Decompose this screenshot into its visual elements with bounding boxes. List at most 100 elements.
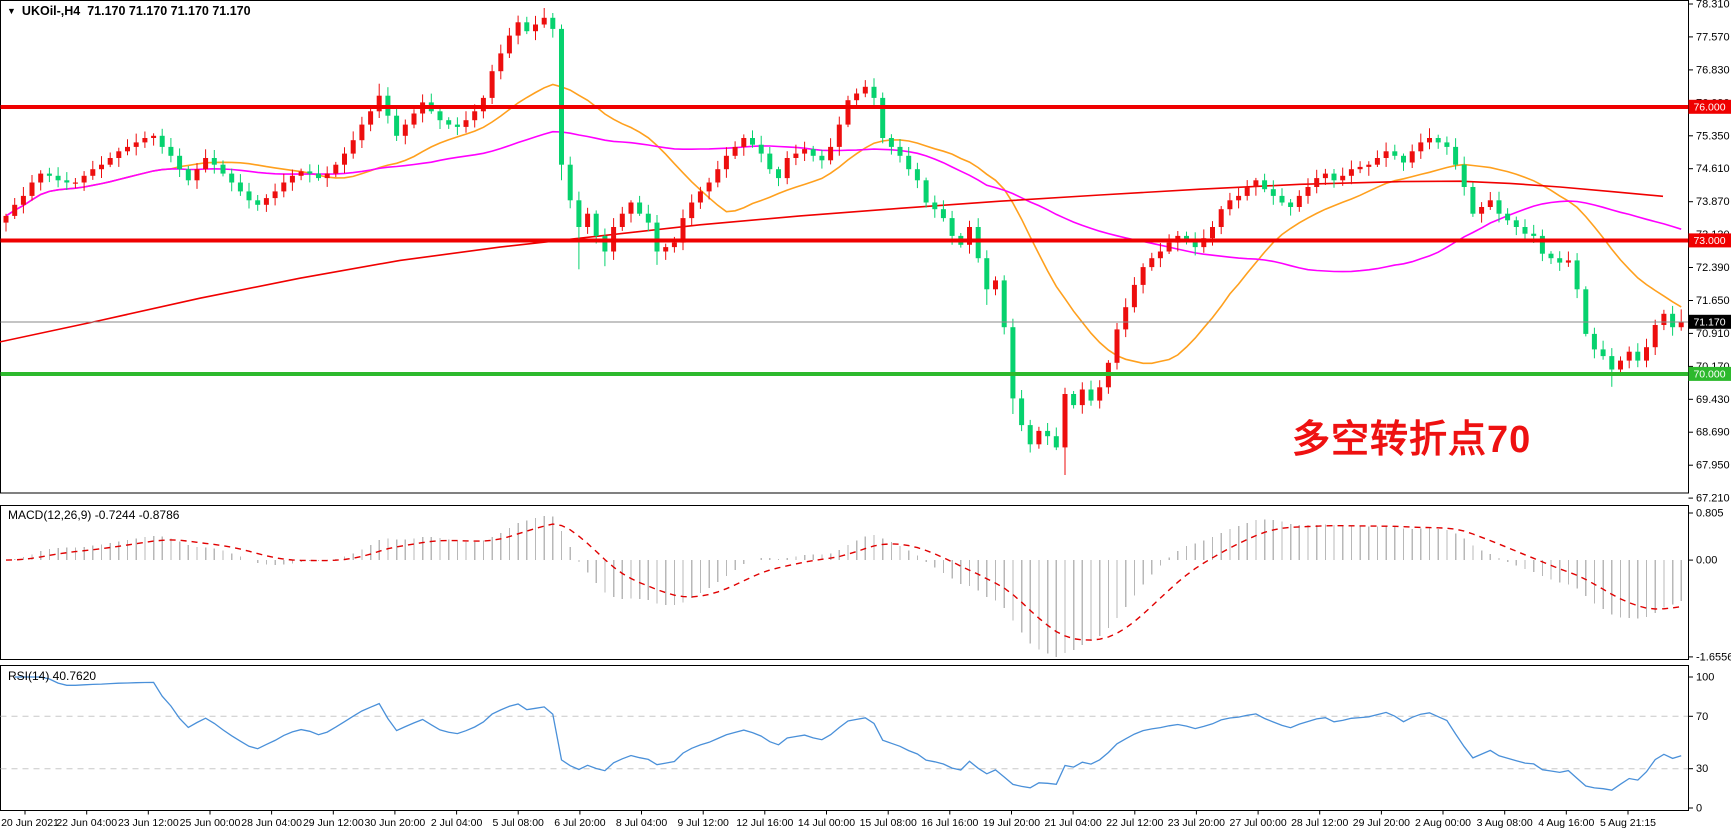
- candle-body: [446, 120, 452, 125]
- time-tick-label: 5 Jul 08:00: [493, 817, 545, 829]
- time-tick-label: 22 Jun 04:00: [56, 817, 117, 829]
- candle-body: [1331, 173, 1337, 181]
- candle-body: [1565, 260, 1571, 263]
- candle-body: [1661, 313, 1667, 325]
- candle-body: [229, 173, 235, 183]
- candle-body: [489, 71, 495, 98]
- price-tick-label: 73.870: [1696, 196, 1730, 208]
- time-tick-label: 28 Jul 12:00: [1291, 817, 1348, 829]
- symbol-dropdown-icon[interactable]: ▼: [7, 5, 16, 16]
- candle-body: [298, 171, 304, 176]
- candle-body: [1166, 242, 1172, 252]
- time-tick-label: 29 Jul 20:00: [1353, 817, 1410, 829]
- candle-body: [81, 175, 87, 183]
- candle-body: [663, 247, 669, 252]
- candle-body: [1305, 187, 1311, 196]
- candle-body: [1435, 138, 1441, 143]
- macd-signal-line: [5, 523, 1682, 641]
- candle-body: [1140, 267, 1146, 285]
- candle-body: [645, 213, 651, 223]
- candle-body: [1453, 146, 1459, 165]
- candle-body: [940, 209, 946, 219]
- level-price-badge-76.000: 76.000: [1688, 99, 1731, 114]
- candle-body: [1019, 398, 1025, 426]
- price-tick-label: 68.690: [1696, 427, 1730, 439]
- candle-body: [255, 200, 261, 205]
- macd-axis-label: -1.6556: [1696, 651, 1731, 663]
- candle-body: [1001, 280, 1007, 328]
- rsi-line: [14, 676, 1682, 791]
- candle-body: [862, 86, 868, 94]
- time-scale-area[interactable]: [0, 811, 1731, 838]
- candle-body: [3, 215, 9, 223]
- candle-body: [1591, 333, 1597, 350]
- candle-body: [1348, 169, 1354, 176]
- candlestick-series: [3, 8, 1684, 475]
- candle-body: [758, 144, 764, 154]
- candle-body: [263, 198, 269, 205]
- candle-body: [1374, 158, 1380, 165]
- candle-body: [289, 175, 295, 183]
- candle-body: [602, 235, 608, 252]
- candle-body: [776, 169, 781, 179]
- candle-body: [836, 124, 842, 147]
- candle-body: [46, 173, 52, 176]
- time-tick-label: 30 Jun 20:00: [365, 817, 426, 829]
- candle-body: [1045, 430, 1051, 437]
- candle-body: [246, 191, 252, 201]
- main-chart-panel[interactable]: [0, 0, 1689, 494]
- candle-body: [1600, 349, 1606, 357]
- candle-body: [906, 155, 912, 170]
- time-tick-label: 22 Jul 12:00: [1106, 817, 1163, 829]
- candle-body: [880, 97, 886, 138]
- candle-body: [1678, 321, 1684, 328]
- macd-indicator-label: MACD(12,26,9) -0.7244 -0.8786: [8, 508, 180, 522]
- candle-body: [1131, 284, 1137, 308]
- price-tick-label: 69.430: [1696, 394, 1730, 406]
- candle-body: [515, 22, 521, 36]
- svg-text:73.000: 73.000: [1693, 235, 1725, 247]
- candle-body: [1288, 202, 1294, 207]
- candle-body: [342, 153, 347, 165]
- candle-body: [1192, 240, 1198, 248]
- price-tick-label: 77.570: [1696, 31, 1730, 43]
- candle-body: [810, 149, 816, 156]
- candle-body: [1409, 151, 1415, 163]
- macd-axis-label: 0.805: [1696, 508, 1724, 520]
- candle-body: [211, 158, 217, 165]
- level-price-badge-70.000: 70.000: [1688, 366, 1731, 381]
- candle-body: [1539, 235, 1545, 254]
- time-tick-label: 23 Jul 20:00: [1168, 817, 1225, 829]
- candle-body: [498, 53, 504, 72]
- candle-body: [923, 180, 929, 203]
- candle-body: [1487, 200, 1493, 207]
- macd-histogram: [14, 516, 1682, 657]
- candle-body: [55, 175, 61, 181]
- candle-body: [220, 164, 226, 174]
- candle-body: [1227, 200, 1233, 210]
- candle-body: [237, 182, 243, 192]
- candle-body: [1618, 360, 1623, 370]
- candle-body: [706, 182, 712, 192]
- time-tick-label: 20 Jun 2021: [1, 817, 59, 829]
- candle-body: [506, 35, 512, 54]
- candle-body: [64, 180, 70, 183]
- candle-body: [1071, 394, 1077, 406]
- rsi-panel[interactable]: [0, 665, 1689, 811]
- price-tick-label: 78.310: [1696, 0, 1730, 11]
- candle-body: [1392, 151, 1398, 156]
- candle-body: [802, 149, 808, 154]
- candle-body: [411, 113, 417, 125]
- candle-body: [1357, 166, 1363, 170]
- time-tick-label: 15 Jul 08:00: [860, 817, 917, 829]
- candle-body: [125, 146, 130, 152]
- candle-body: [194, 169, 200, 181]
- candle-body: [1479, 207, 1485, 214]
- candle-body: [1340, 175, 1346, 181]
- price-scale-area[interactable]: [1689, 0, 1731, 810]
- candle-body: [1548, 253, 1554, 259]
- candle-body: [1583, 289, 1589, 334]
- candle-body: [307, 171, 313, 174]
- candle-body: [993, 280, 998, 290]
- macd-panel[interactable]: [0, 505, 1689, 660]
